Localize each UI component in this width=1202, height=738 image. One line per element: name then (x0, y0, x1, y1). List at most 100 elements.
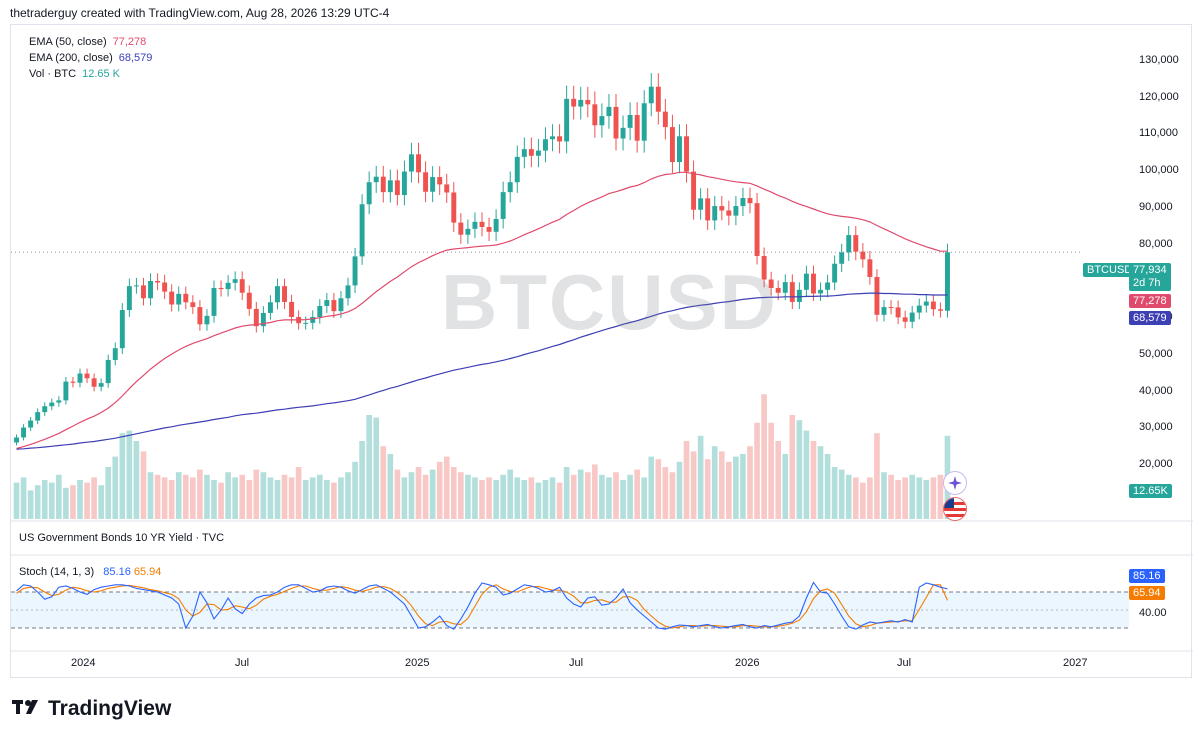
candle-body (761, 256, 767, 280)
candle-body (705, 198, 711, 221)
candle-body (28, 420, 34, 428)
volume-bar (740, 454, 746, 519)
volume-bar (754, 422, 760, 519)
candle-body (458, 222, 464, 235)
candle-body (324, 300, 330, 306)
volume-bar (295, 467, 302, 519)
candle-body (930, 301, 936, 310)
candle-body (733, 206, 739, 216)
stoch-d-value: 65.94 (133, 566, 162, 578)
candle-body (747, 197, 753, 204)
candle-body (543, 139, 548, 151)
stoch-legend[interactable]: Stoch (14, 1, 3) 85.16 65.94 (19, 565, 161, 579)
candle-body (839, 252, 845, 264)
candle-body (105, 359, 111, 384)
volume-bar (867, 477, 873, 519)
price-tick-label: 40,000 (1139, 384, 1173, 397)
volume-bar (112, 456, 119, 519)
legend-ema50[interactable]: EMA (50, close) 77,278 (29, 35, 146, 49)
candle-body (394, 180, 400, 196)
volume-bar (443, 456, 450, 519)
sparkle-icon[interactable] (943, 471, 967, 495)
candle-body (366, 182, 372, 205)
candle-body (620, 127, 626, 139)
volume-bar (577, 469, 584, 519)
ema50-line (16, 171, 948, 450)
volume-bar (56, 474, 62, 519)
volume-bar (91, 477, 97, 519)
chart-frame[interactable]: BTCUSD EMA (50, close) 77,278 EMA (200, c… (10, 24, 1193, 679)
candle-body (56, 400, 62, 403)
volume-bar (182, 474, 189, 519)
volume-bar (394, 469, 401, 519)
volume-bar (154, 474, 161, 519)
volume-bar (13, 482, 20, 519)
candle-body (98, 383, 104, 387)
volume-bar (324, 480, 330, 519)
stoch-level-label: 40.00 (1139, 607, 1167, 619)
stoch-d-tag: 65.94 (1129, 586, 1165, 600)
volume-bar (479, 480, 485, 519)
candle-body (923, 301, 929, 306)
stoch-label: Stoch (14, 1, 3) (19, 566, 95, 578)
volume-bar (373, 417, 380, 519)
volume-bar (316, 474, 323, 519)
volume-bar (860, 482, 866, 519)
legend-volume[interactable]: Vol · BTC 12.65 K (29, 67, 120, 81)
volume-bar (824, 454, 831, 519)
candle-body (451, 192, 457, 223)
candle-body (352, 256, 358, 286)
volume-bar (70, 485, 76, 519)
volume-bar (500, 474, 506, 519)
volume-bar (239, 474, 246, 519)
chart-canvas[interactable] (11, 25, 1193, 679)
volume-bar (211, 480, 217, 519)
volume-bar (161, 477, 168, 519)
candle-body (253, 308, 259, 327)
candle-body (557, 136, 563, 142)
stoch-k-line (16, 581, 948, 630)
candle-body (49, 402, 55, 407)
volume-bar (909, 474, 916, 519)
volume-bar (98, 485, 104, 519)
volume-bar (225, 472, 231, 519)
volume-bar (175, 472, 182, 519)
candle-body (535, 150, 541, 156)
candle-body (507, 182, 513, 193)
candle-body (423, 172, 429, 192)
candle-body (162, 282, 168, 292)
candle-body (444, 184, 450, 193)
candle-body (860, 251, 866, 260)
candle-body (698, 198, 704, 210)
volume-bar (881, 472, 887, 519)
volume-bar (789, 415, 796, 519)
bonds-pane-label[interactable]: US Government Bonds 10 YR Yield · TVC (19, 532, 225, 544)
candle-body (437, 177, 443, 185)
price-tick-label: 80,000 (1139, 237, 1173, 250)
volume-bar (930, 477, 937, 519)
candle-body (578, 99, 584, 107)
volume-bar (521, 480, 528, 519)
price-tick-label: 100,000 (1139, 164, 1179, 177)
time-tick-label: 2027 (1063, 657, 1088, 669)
volume-bar (514, 477, 521, 519)
candle-body (916, 305, 922, 313)
volume-bar (302, 480, 309, 519)
volume-bar (697, 435, 704, 519)
volume-bar (281, 474, 288, 519)
volume-bar (34, 485, 41, 519)
price-tick-label: 130,000 (1139, 54, 1179, 66)
candle-body (246, 292, 252, 309)
time-tick-label: Jul (569, 657, 584, 669)
candle-body (126, 286, 132, 311)
us-flag-icon[interactable] (943, 497, 967, 521)
candle-body (768, 279, 774, 288)
volume-bar (923, 480, 930, 519)
candle-body (282, 286, 287, 302)
legend-ema200-label: EMA (200, close) (29, 52, 113, 64)
volume-bar (218, 482, 224, 519)
candle-body (183, 293, 189, 303)
tradingview-logo[interactable]: TradingView (12, 696, 171, 722)
legend-ema200[interactable]: EMA (200, close) 68,579 (29, 51, 152, 65)
candle-body (803, 273, 809, 290)
